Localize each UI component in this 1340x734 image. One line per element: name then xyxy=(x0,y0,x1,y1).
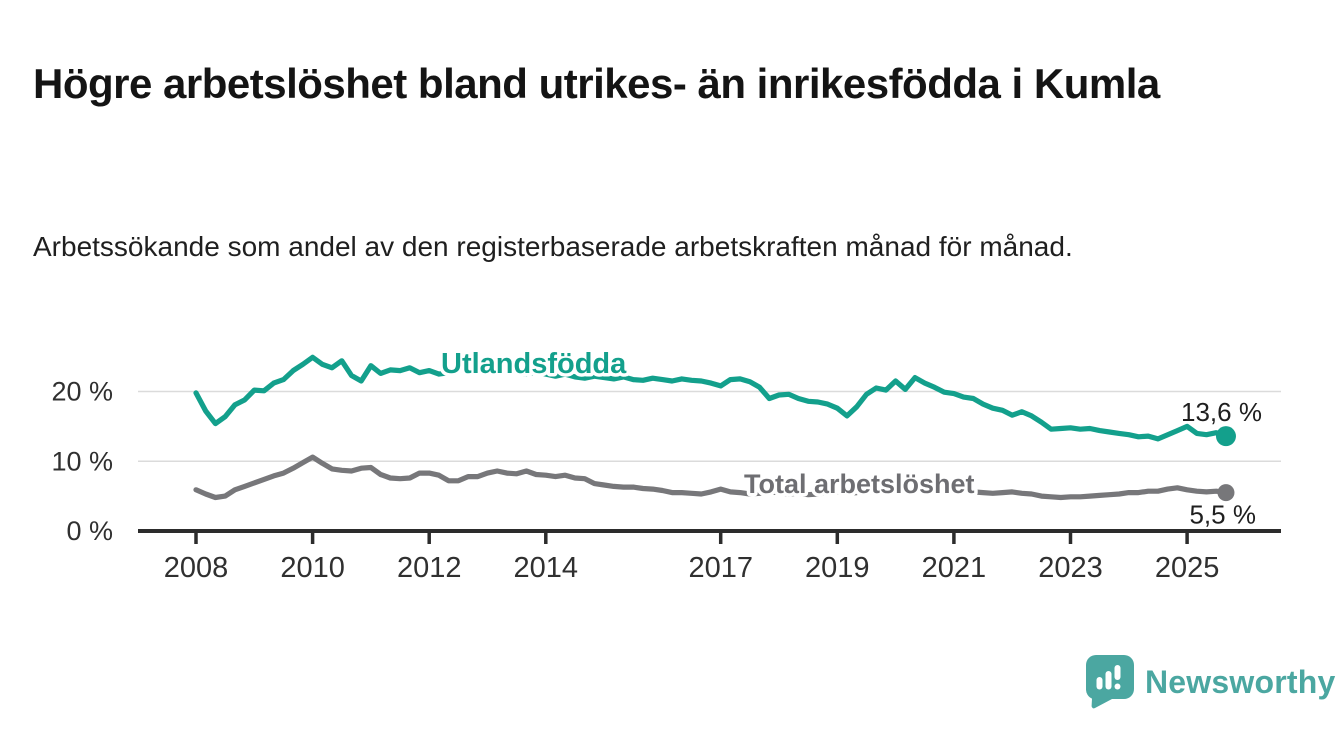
x-axis xyxy=(138,529,1281,544)
series-line-utlandsfodda xyxy=(193,354,1229,442)
newsworthy-bubble-icon xyxy=(1086,655,1134,709)
y-axis-tick-label: 10 % xyxy=(51,446,113,476)
series-lines xyxy=(193,354,1229,501)
end-value-label-utlandsfodda: 13,6 % xyxy=(1181,397,1262,427)
end-value-labels: 13,6 % 5,5 % xyxy=(1181,397,1262,529)
end-value-label-total: 5,5 % xyxy=(1189,500,1256,530)
newsworthy-logo: Newsworthy xyxy=(1086,655,1336,709)
x-axis-tick-label: 2025 xyxy=(1155,552,1220,584)
x-axis-tick-label: 2008 xyxy=(164,552,229,584)
end-dot-utlandsfodda xyxy=(1215,426,1236,447)
end-dots xyxy=(1215,426,1236,502)
x-axis-tick-label: 2019 xyxy=(805,552,870,584)
logo-exclamation-dot xyxy=(1114,683,1121,690)
x-axis-tick-label: 2010 xyxy=(280,552,345,584)
chart-subtitle: Arbetssökande som andel av den registerb… xyxy=(33,231,1073,262)
x-axis-tick-label: 2021 xyxy=(922,552,987,584)
x-axis-tick-label: 2017 xyxy=(688,552,753,584)
page-title: Högre arbetslöshet bland utrikes- än inr… xyxy=(33,60,1160,108)
y-axis-labels: 0 % 10 % 20 % xyxy=(51,377,113,547)
series-labels: Utlandsfödda Total arbetslöshet xyxy=(438,345,979,503)
y-axis-tick-label: 0 % xyxy=(66,516,113,546)
x-axis-tick-label: 2023 xyxy=(1038,552,1103,584)
logo-bar-medium xyxy=(1105,671,1112,690)
y-axis-tick-label: 20 % xyxy=(51,377,113,407)
gridlines xyxy=(138,390,1281,463)
x-axis-tick-label: 2014 xyxy=(514,552,579,584)
logo-exclamation-bar xyxy=(1114,665,1121,680)
end-dot-total xyxy=(1217,484,1235,502)
axis-tick-labels: 2008 2010 2012 2014 2017 2019 2021 2023 2025 xyxy=(164,552,1220,584)
newsworthy-wordmark: Newsworthy xyxy=(1145,663,1336,700)
series-line-total xyxy=(193,454,1229,501)
x-axis-tick-label: 2012 xyxy=(397,552,462,584)
logo-bar-small xyxy=(1096,677,1103,690)
series-label-utlandsfodda: Utlandsfödda xyxy=(441,348,627,380)
series-label-total: Total arbetslöshet xyxy=(744,469,975,499)
